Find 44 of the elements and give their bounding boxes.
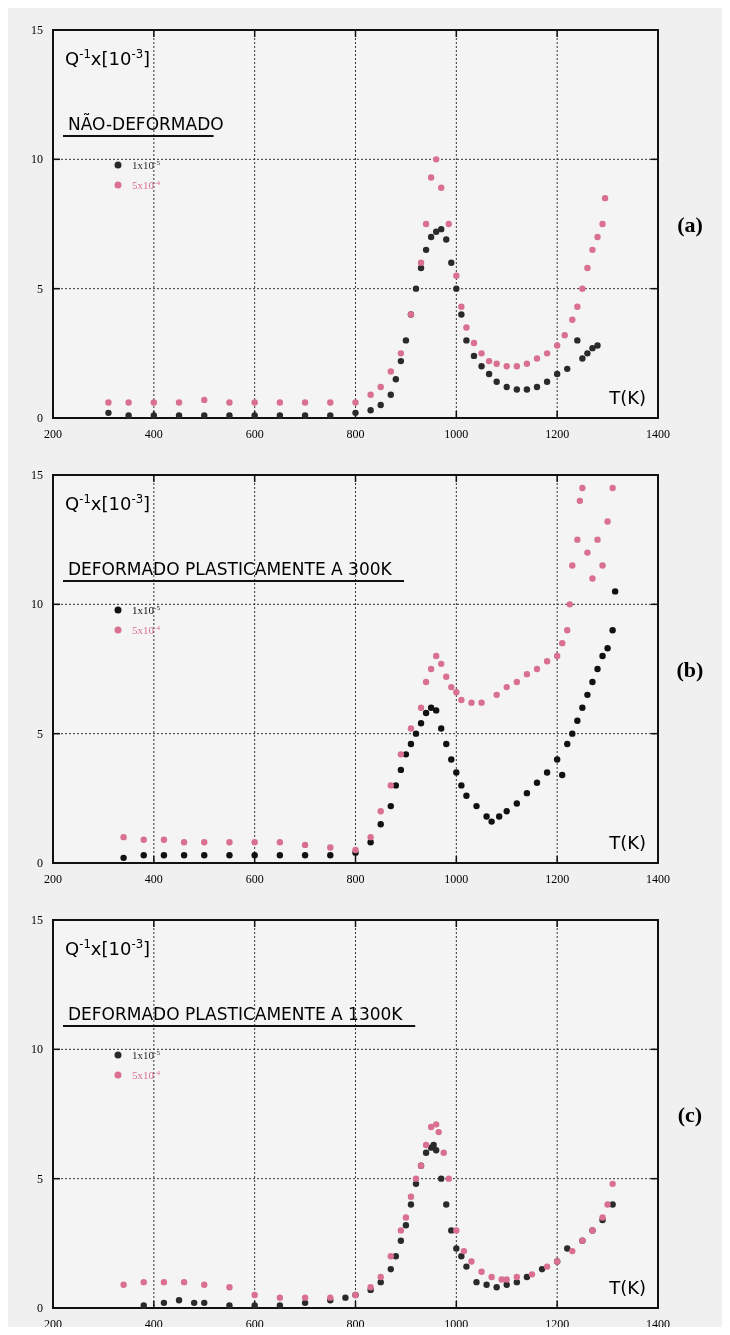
y-tick-label: 15 bbox=[31, 23, 43, 37]
text: (a) bbox=[677, 212, 703, 237]
legend-label: 1x10$^{-5}$ bbox=[132, 1049, 161, 1061]
text: (b) bbox=[676, 657, 704, 682]
x-tick-label: 600 bbox=[245, 872, 264, 886]
y-tick-label: 10 bbox=[31, 152, 43, 167]
y-tick-label: 10 bbox=[31, 1042, 43, 1057]
x-tick-label: 400 bbox=[144, 427, 163, 441]
text: DEFORMADO PLASTICAMENTE A 1300K bbox=[68, 1004, 404, 1024]
x-tick-label: 800 bbox=[346, 872, 365, 886]
y-tick-label: 0 bbox=[37, 1301, 43, 1315]
y-tick-label: 15 bbox=[31, 468, 43, 482]
legend-label: 5x10$^{-4}$ bbox=[132, 179, 161, 191]
x-tick-label: 400 bbox=[144, 872, 163, 886]
x-axis-title: T(K) bbox=[608, 1277, 646, 1298]
y-tick-label: 0 bbox=[37, 856, 43, 870]
y-tick-label: 15 bbox=[31, 913, 43, 927]
x-tick-label: 1200 bbox=[545, 427, 570, 441]
x-axis-title: T(K) bbox=[608, 387, 646, 408]
x-tick-label: 1200 bbox=[545, 872, 570, 886]
y-tick-label: 0 bbox=[37, 411, 43, 425]
y-tick-label: 5 bbox=[37, 281, 43, 296]
text: DEFORMADO PLASTICAMENTE A 300K bbox=[68, 559, 393, 579]
legend-label: 1x10$^{-5}$ bbox=[132, 604, 161, 616]
text: (c) bbox=[677, 1102, 703, 1127]
x-axis-title: T(K) bbox=[608, 832, 646, 853]
x-tick-label: 1000 bbox=[444, 427, 469, 441]
x-tick-label: 1000 bbox=[444, 872, 469, 886]
text: NÃO-DEFORMADO bbox=[68, 113, 224, 134]
x-tick-label: 1400 bbox=[646, 427, 670, 441]
y-axis-title: Q$^{-1}$x[10$^{-3}$] bbox=[65, 47, 151, 69]
y-tick-label: 5 bbox=[37, 1171, 43, 1186]
legend-label: 5x10$^{-4}$ bbox=[132, 624, 161, 636]
y-tick-label: 5 bbox=[37, 726, 43, 741]
legend-label: 1x10$^{-5}$ bbox=[132, 159, 161, 171]
x-tick-label: 200 bbox=[44, 427, 62, 441]
x-tick-label: 200 bbox=[44, 872, 62, 886]
y-tick-label: 10 bbox=[31, 597, 43, 612]
x-tick-label: 800 bbox=[346, 427, 365, 441]
y-axis-title: Q$^{-1}$x[10$^{-3}$] bbox=[65, 937, 151, 959]
x-tick-label: 600 bbox=[245, 427, 264, 441]
x-tick-label: 1400 bbox=[646, 872, 670, 886]
legend-label: 5x10$^{-4}$ bbox=[132, 1069, 161, 1081]
y-axis-title: Q$^{-1}$x[10$^{-3}$] bbox=[65, 492, 151, 514]
